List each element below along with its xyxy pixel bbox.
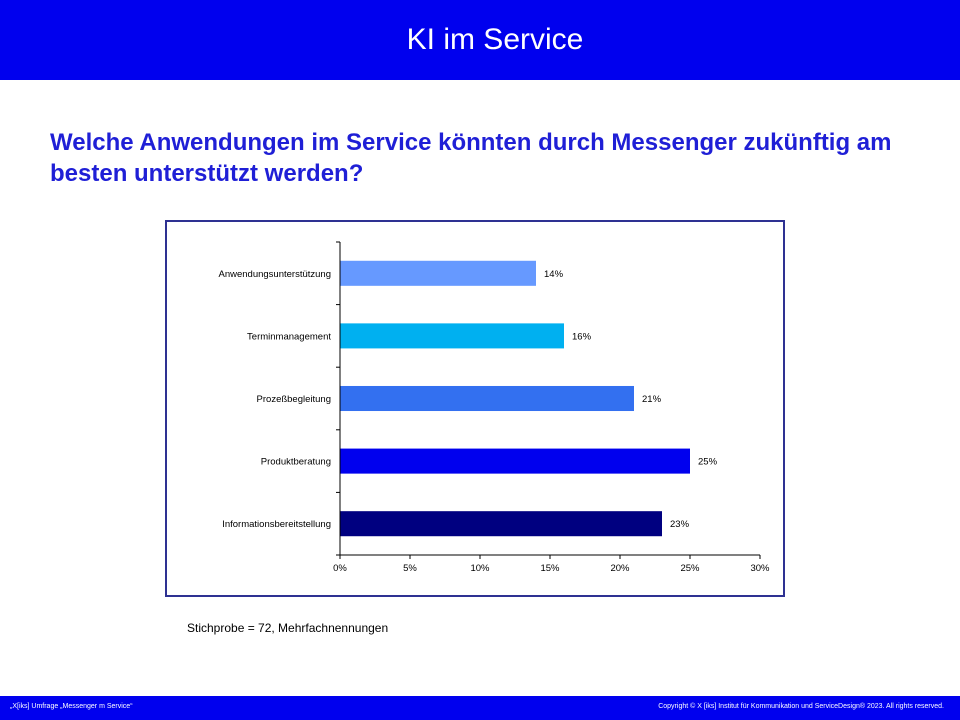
category-label-3: Produktberatung [261, 457, 331, 468]
footer-copyright: Copyright © X [iks] Institut für Kommuni… [658, 703, 944, 710]
bar-1 [340, 323, 564, 349]
category-label-0: Anwendungsunterstützung [219, 269, 332, 280]
bar-3 [340, 448, 690, 474]
x-tick-label-3: 15% [540, 563, 560, 574]
value-label-0: 14% [544, 269, 564, 280]
footer-bar: „X[iks] Umfrage „Messenger m Service“ Co… [0, 696, 960, 720]
chart-frame: Anwendungsunterstützung 14% Terminmanageme… [165, 220, 785, 597]
header-bar: KI im Service [0, 0, 960, 80]
value-label-4: 23% [670, 519, 690, 530]
value-label-2: 21% [642, 394, 662, 405]
x-tick-label-5: 25% [680, 563, 700, 574]
value-label-3: 25% [698, 457, 718, 468]
x-tick-label-4: 20% [610, 563, 630, 574]
value-label-1: 16% [572, 331, 592, 342]
page-title: KI im Service [406, 23, 584, 56]
footer-source: „X[iks] Umfrage „Messenger m Service“ [10, 703, 133, 710]
bar-4 [340, 511, 662, 537]
category-label-4: Informationsbereitstellung [222, 519, 331, 530]
x-tick-label-0: 0% [333, 563, 347, 574]
category-label-2: Prozeßbegleitung [257, 394, 331, 405]
bar-2 [340, 385, 634, 412]
x-tick-label-6: 30% [750, 563, 770, 574]
bar-0 [340, 260, 536, 286]
category-label-1: Terminmanagement [247, 331, 331, 342]
x-tick-label-2: 10% [470, 563, 490, 574]
bar-chart: Anwendungsunterstützung 14% Terminmanageme… [219, 241, 770, 574]
x-tick-label-1: 5% [403, 563, 417, 574]
survey-question: Welche Anwendungen im Service könnten du… [50, 129, 892, 187]
sample-note: Stichprobe = 72, Mehrfachnennungen [187, 621, 389, 635]
